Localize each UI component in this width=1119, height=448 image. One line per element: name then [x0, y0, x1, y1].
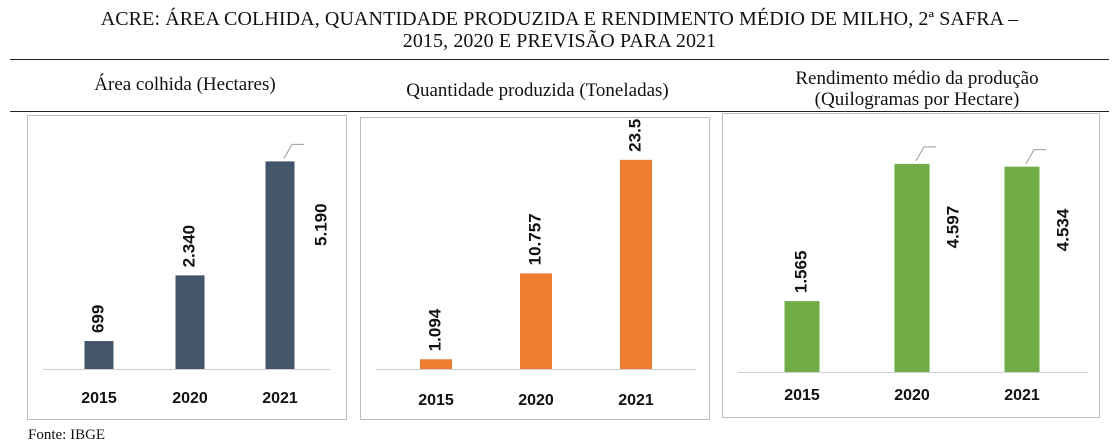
- value-label-quantity-2020: 10.757: [525, 213, 544, 265]
- tick-label-yield-2020: 2020: [894, 387, 930, 404]
- panel-heading-quantity-line-1: Quantidade produzida (Toneladas): [406, 80, 669, 101]
- panel-heading-area-line-1: Área colhida (Hectares): [94, 74, 276, 95]
- bar-yield-2015: [784, 301, 820, 372]
- chart-svg-area: 699 2015 2.340 2020 5.190 2021: [43, 143, 330, 407]
- chart-title-line-1: ACRE: ÁREA COLHIDA, QUANTIDADE PRODUZIDA…: [100, 8, 1019, 30]
- value-label-area-2020: 2.340: [179, 225, 198, 268]
- chart-svg-quantity: 1.094 2015 10.757 2020 23.530 2021: [376, 118, 696, 409]
- tick-label-quantity-2015: 2015: [418, 392, 454, 409]
- panel-heading-area: Área colhida (Hectares): [20, 74, 350, 95]
- value-label-quantity-2015: 1.094: [425, 308, 444, 351]
- source-note: Fonte: IBGE: [28, 427, 106, 443]
- bar-quantity-2021: [620, 159, 652, 369]
- panel-heading-yield-line-2: (Quilogramas por Hectare): [814, 89, 1020, 110]
- label-leader-area-2021: [283, 143, 304, 159]
- bar-yield-2020: [894, 163, 930, 372]
- tick-label-yield-2015: 2015: [784, 387, 820, 404]
- tick-label-area-2020: 2020: [172, 390, 208, 407]
- chart-svg-yield: 1.565 2015 4.597 2020 4.534 2021: [738, 146, 1088, 404]
- bar-area-2015: [84, 341, 114, 369]
- value-label-yield-2020: 4.597: [943, 206, 962, 249]
- panel-heading-yield: Rendimento médio da produção (Quilograma…: [722, 68, 1112, 110]
- chart-panel-quantity: 1.094 2015 10.757 2020 23.530 2021: [360, 117, 710, 420]
- tick-label-quantity-2020: 2020: [518, 392, 554, 409]
- bar-yield-2021: [1004, 166, 1040, 372]
- panel-heading-quantity: Quantidade produzida (Toneladas): [355, 80, 720, 101]
- bar-quantity-2020: [520, 273, 552, 369]
- tick-label-quantity-2021: 2021: [618, 392, 654, 409]
- tick-label-area-2021: 2021: [262, 390, 298, 407]
- bar-area-2020: [175, 275, 205, 369]
- chart-panel-area: 699 2015 2.340 2020 5.190 2021: [27, 115, 347, 420]
- value-label-area-2015: 699: [88, 305, 107, 333]
- value-label-yield-2021: 4.534: [1053, 208, 1072, 251]
- value-label-area-2021: 5.190: [311, 203, 330, 246]
- value-label-quantity-2021: 23.530: [625, 118, 644, 152]
- chart-title: ACRE: ÁREA COLHIDA, QUANTIDADE PRODUZIDA…: [0, 8, 1119, 52]
- header-rule-bottom: [10, 111, 1109, 112]
- bar-area-2021: [265, 161, 295, 369]
- title-rule-top: [10, 59, 1109, 60]
- chart-panel-yield: 1.565 2015 4.597 2020 4.534 2021: [722, 113, 1100, 418]
- value-label-yield-2015: 1.565: [791, 251, 810, 294]
- tick-label-yield-2021: 2021: [1004, 387, 1040, 404]
- chart-title-line-2: 2015, 2020 E PREVISÃO PARA 2021: [402, 30, 717, 52]
- bar-quantity-2015: [420, 359, 452, 369]
- tick-label-area-2015: 2015: [81, 390, 117, 407]
- label-leader-yield-2021: [1025, 149, 1046, 164]
- label-leader-yield-2020: [915, 146, 936, 162]
- panel-heading-yield-line-1: Rendimento médio da produção: [795, 68, 1039, 89]
